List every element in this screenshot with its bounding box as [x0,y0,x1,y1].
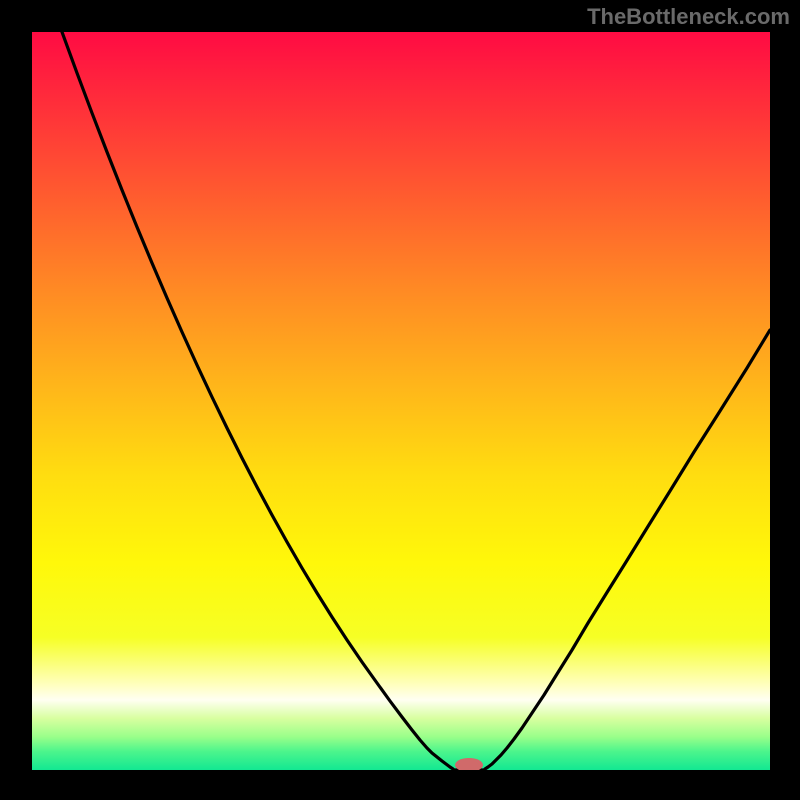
gradient-background [32,32,770,770]
chart-stage: TheBottleneck.com [0,0,800,800]
plot-svg [32,32,770,770]
plot-area [32,32,770,770]
watermark-text: TheBottleneck.com [587,4,790,30]
